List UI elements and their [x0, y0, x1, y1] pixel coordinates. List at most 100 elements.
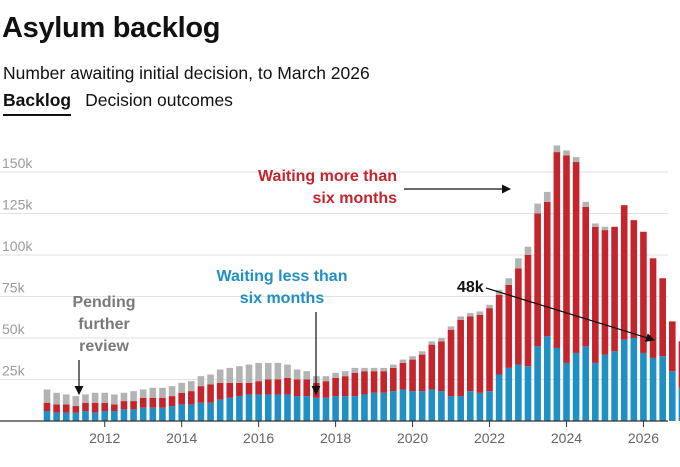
y-tick-label: 50k [2, 321, 26, 337]
bar-less-than-six-months [572, 352, 580, 421]
bar-more-than-six-months [351, 372, 359, 397]
bar-more-than-six-months [447, 329, 455, 397]
bar-pending-review [543, 191, 551, 202]
bar-more-than-six-months [91, 402, 99, 413]
annotation-more-line1: Waiting more than [258, 168, 397, 185]
bar-pending-review [380, 367, 387, 372]
bar-more-than-six-months [149, 397, 157, 408]
chart-title: Asylum backlog [2, 12, 221, 44]
bar-less-than-six-months [524, 366, 532, 421]
bar-more-than-six-months [457, 319, 464, 397]
bar-more-than-six-months [438, 341, 445, 392]
bar-more-than-six-months [62, 404, 70, 413]
bar-less-than-six-months [361, 394, 368, 421]
bar-more-than-six-months [197, 386, 205, 403]
bar-pending-review [457, 316, 464, 320]
bar-more-than-six-months [303, 379, 311, 397]
bar-pending-review [534, 203, 541, 214]
bar-less-than-six-months [553, 347, 561, 421]
x-tick-label: 2024 [551, 430, 582, 446]
bar-pending-review [149, 387, 157, 398]
bar-pending-review [303, 371, 311, 380]
bar-pending-review [274, 362, 282, 380]
bar-less-than-six-months [62, 412, 70, 421]
bar-pending-review [72, 396, 80, 407]
bar-less-than-six-months [178, 404, 185, 421]
annotation-pending-line3: review [79, 338, 129, 355]
x-tick-label: 2026 [628, 430, 659, 446]
bar-less-than-six-months [341, 396, 349, 421]
bar-less-than-six-months [274, 394, 282, 421]
bar-more-than-six-months [524, 255, 532, 367]
bar-less-than-six-months [543, 336, 551, 421]
tab-backlog[interactable]: Backlog [3, 90, 72, 116]
bar-pending-review [341, 371, 349, 377]
bar-more-than-six-months [101, 402, 109, 412]
annotation-latest-arrow [485, 287, 655, 342]
bar-pending-review [428, 341, 436, 345]
bar-less-than-six-months [534, 346, 541, 421]
annotation-less-line1: Waiting less than [217, 268, 348, 285]
bar-pending-review [139, 389, 147, 398]
bar-pending-review [82, 394, 89, 403]
bar-less-than-six-months [159, 407, 166, 421]
annotation-latest-value: 48k [457, 279, 484, 296]
bar-less-than-six-months [53, 412, 60, 421]
bar-more-than-six-months [553, 152, 561, 348]
bar-more-than-six-months [428, 344, 436, 390]
bar-more-than-six-months [188, 391, 195, 405]
bar-less-than-six-months [284, 394, 291, 421]
bar-more-than-six-months [293, 379, 301, 397]
bar-less-than-six-months [351, 396, 359, 421]
bar-pending-review [255, 362, 262, 382]
bar-more-than-six-months [601, 230, 609, 355]
bar-more-than-six-months [505, 284, 513, 368]
bar-more-than-six-months [341, 376, 349, 397]
bar-more-than-six-months [409, 359, 416, 392]
bar-less-than-six-months [438, 391, 445, 421]
bar-less-than-six-months [390, 391, 397, 421]
bar-less-than-six-months [43, 411, 51, 421]
bar-pending-review [216, 369, 224, 383]
bar-less-than-six-months [592, 362, 599, 421]
bar-pending-review [466, 313, 474, 317]
bar-less-than-six-months [380, 392, 387, 421]
bar-less-than-six-months [322, 397, 330, 421]
bar-less-than-six-months [476, 392, 484, 421]
bar-less-than-six-months [399, 389, 407, 421]
bar-less-than-six-months [226, 397, 234, 421]
bar-more-than-six-months [168, 396, 176, 407]
bar-pending-review [332, 372, 339, 378]
bar-more-than-six-months [678, 341, 680, 388]
bar-pending-review [178, 382, 185, 393]
bar-less-than-six-months [207, 402, 214, 421]
bar-less-than-six-months [293, 396, 301, 421]
y-tick-label: 100k [2, 238, 33, 254]
gridlines: 25k 50k 75k 100k 125k 150k [0, 155, 668, 380]
bar-less-than-six-months [418, 391, 426, 421]
bar-more-than-six-months [390, 367, 397, 392]
bar-less-than-six-months [486, 391, 493, 421]
bar-less-than-six-months [82, 411, 89, 421]
bar-less-than-six-months [515, 364, 522, 421]
bar-less-than-six-months [111, 411, 118, 421]
bar-more-than-six-months [620, 205, 628, 340]
bar-pending-review [188, 381, 195, 392]
bar-less-than-six-months [332, 396, 339, 421]
bar-more-than-six-months [130, 401, 137, 410]
bar-more-than-six-months [592, 226, 599, 363]
bar-pending-review [101, 392, 109, 403]
bar-more-than-six-months [332, 377, 339, 397]
bar-less-than-six-months [495, 374, 503, 421]
bar-more-than-six-months [399, 362, 407, 390]
bar-less-than-six-months [601, 354, 609, 421]
bar-more-than-six-months [380, 371, 387, 393]
bar-less-than-six-months [120, 409, 128, 421]
bar-less-than-six-months [91, 412, 99, 421]
bar-pending-review [322, 376, 330, 382]
bar-pending-review [515, 258, 522, 269]
bar-more-than-six-months [236, 382, 243, 397]
tab-decision-outcomes[interactable]: Decision outcomes [85, 90, 233, 110]
bar-pending-review [264, 362, 272, 380]
x-tick-label: 2020 [397, 430, 428, 446]
